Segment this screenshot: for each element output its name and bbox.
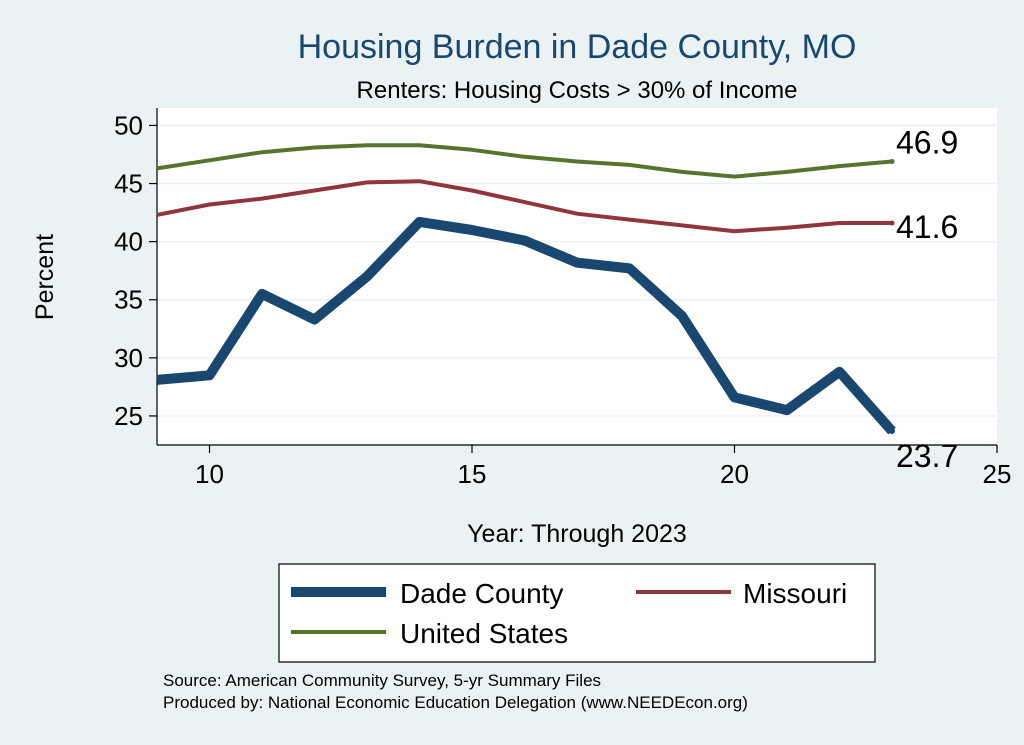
- series-line-united-states: [156, 143, 893, 179]
- series-end-point-united-states: [889, 158, 895, 164]
- legend-box: [278, 563, 876, 663]
- y-tick-label-30: 30: [114, 343, 143, 373]
- y-tick-label-40: 40: [114, 227, 143, 257]
- end-label-missouri: 41.6: [896, 209, 958, 245]
- legend-label-dade-county: Dade County: [400, 578, 563, 609]
- x-tick-label-25: 25: [983, 459, 1012, 489]
- x-tick-label-10: 10: [195, 459, 224, 489]
- x-tick-label-20: 20: [720, 459, 749, 489]
- y-tick-label-35: 35: [114, 285, 143, 315]
- series-line-dade-county: [156, 216, 896, 435]
- legend: Dade County Missouri United States: [278, 563, 876, 663]
- end-labels: 23.7 41.6 46.9: [896, 124, 958, 474]
- x-axis-label: Year: Through 2023: [467, 520, 687, 548]
- grid-lines: [157, 124, 997, 417]
- series-lines: [156, 143, 896, 435]
- end-label-united-states: 46.9: [896, 124, 958, 160]
- legend-label-united-states: United States: [400, 618, 568, 649]
- chart-subtitle: Renters: Housing Costs > 30% of Income: [357, 77, 798, 104]
- x-tick-label-15: 15: [458, 459, 487, 489]
- legend-label-missouri: Missouri: [743, 578, 847, 609]
- plot-area: [157, 108, 997, 445]
- end-label-dade-county: 23.7: [896, 438, 958, 474]
- series-line-missouri: [156, 179, 892, 234]
- source-line: Source: American Community Survey, 5-yr …: [163, 671, 601, 690]
- series-end-point-dade-county: [889, 428, 895, 435]
- x-axis: 10 15 20 25: [157, 444, 1012, 489]
- y-axis-label: Percent: [31, 234, 59, 320]
- series-end-point-missouri: [889, 220, 895, 226]
- y-tick-label-25: 25: [114, 401, 143, 431]
- producer-line: Produced by: National Economic Education…: [163, 693, 748, 712]
- y-tick-label-45: 45: [114, 169, 143, 199]
- chart-title: Housing Burden in Dade County, MO: [298, 28, 857, 66]
- y-axis: 25 30 35 40 45 50: [114, 108, 158, 445]
- y-tick-label-50: 50: [114, 110, 143, 140]
